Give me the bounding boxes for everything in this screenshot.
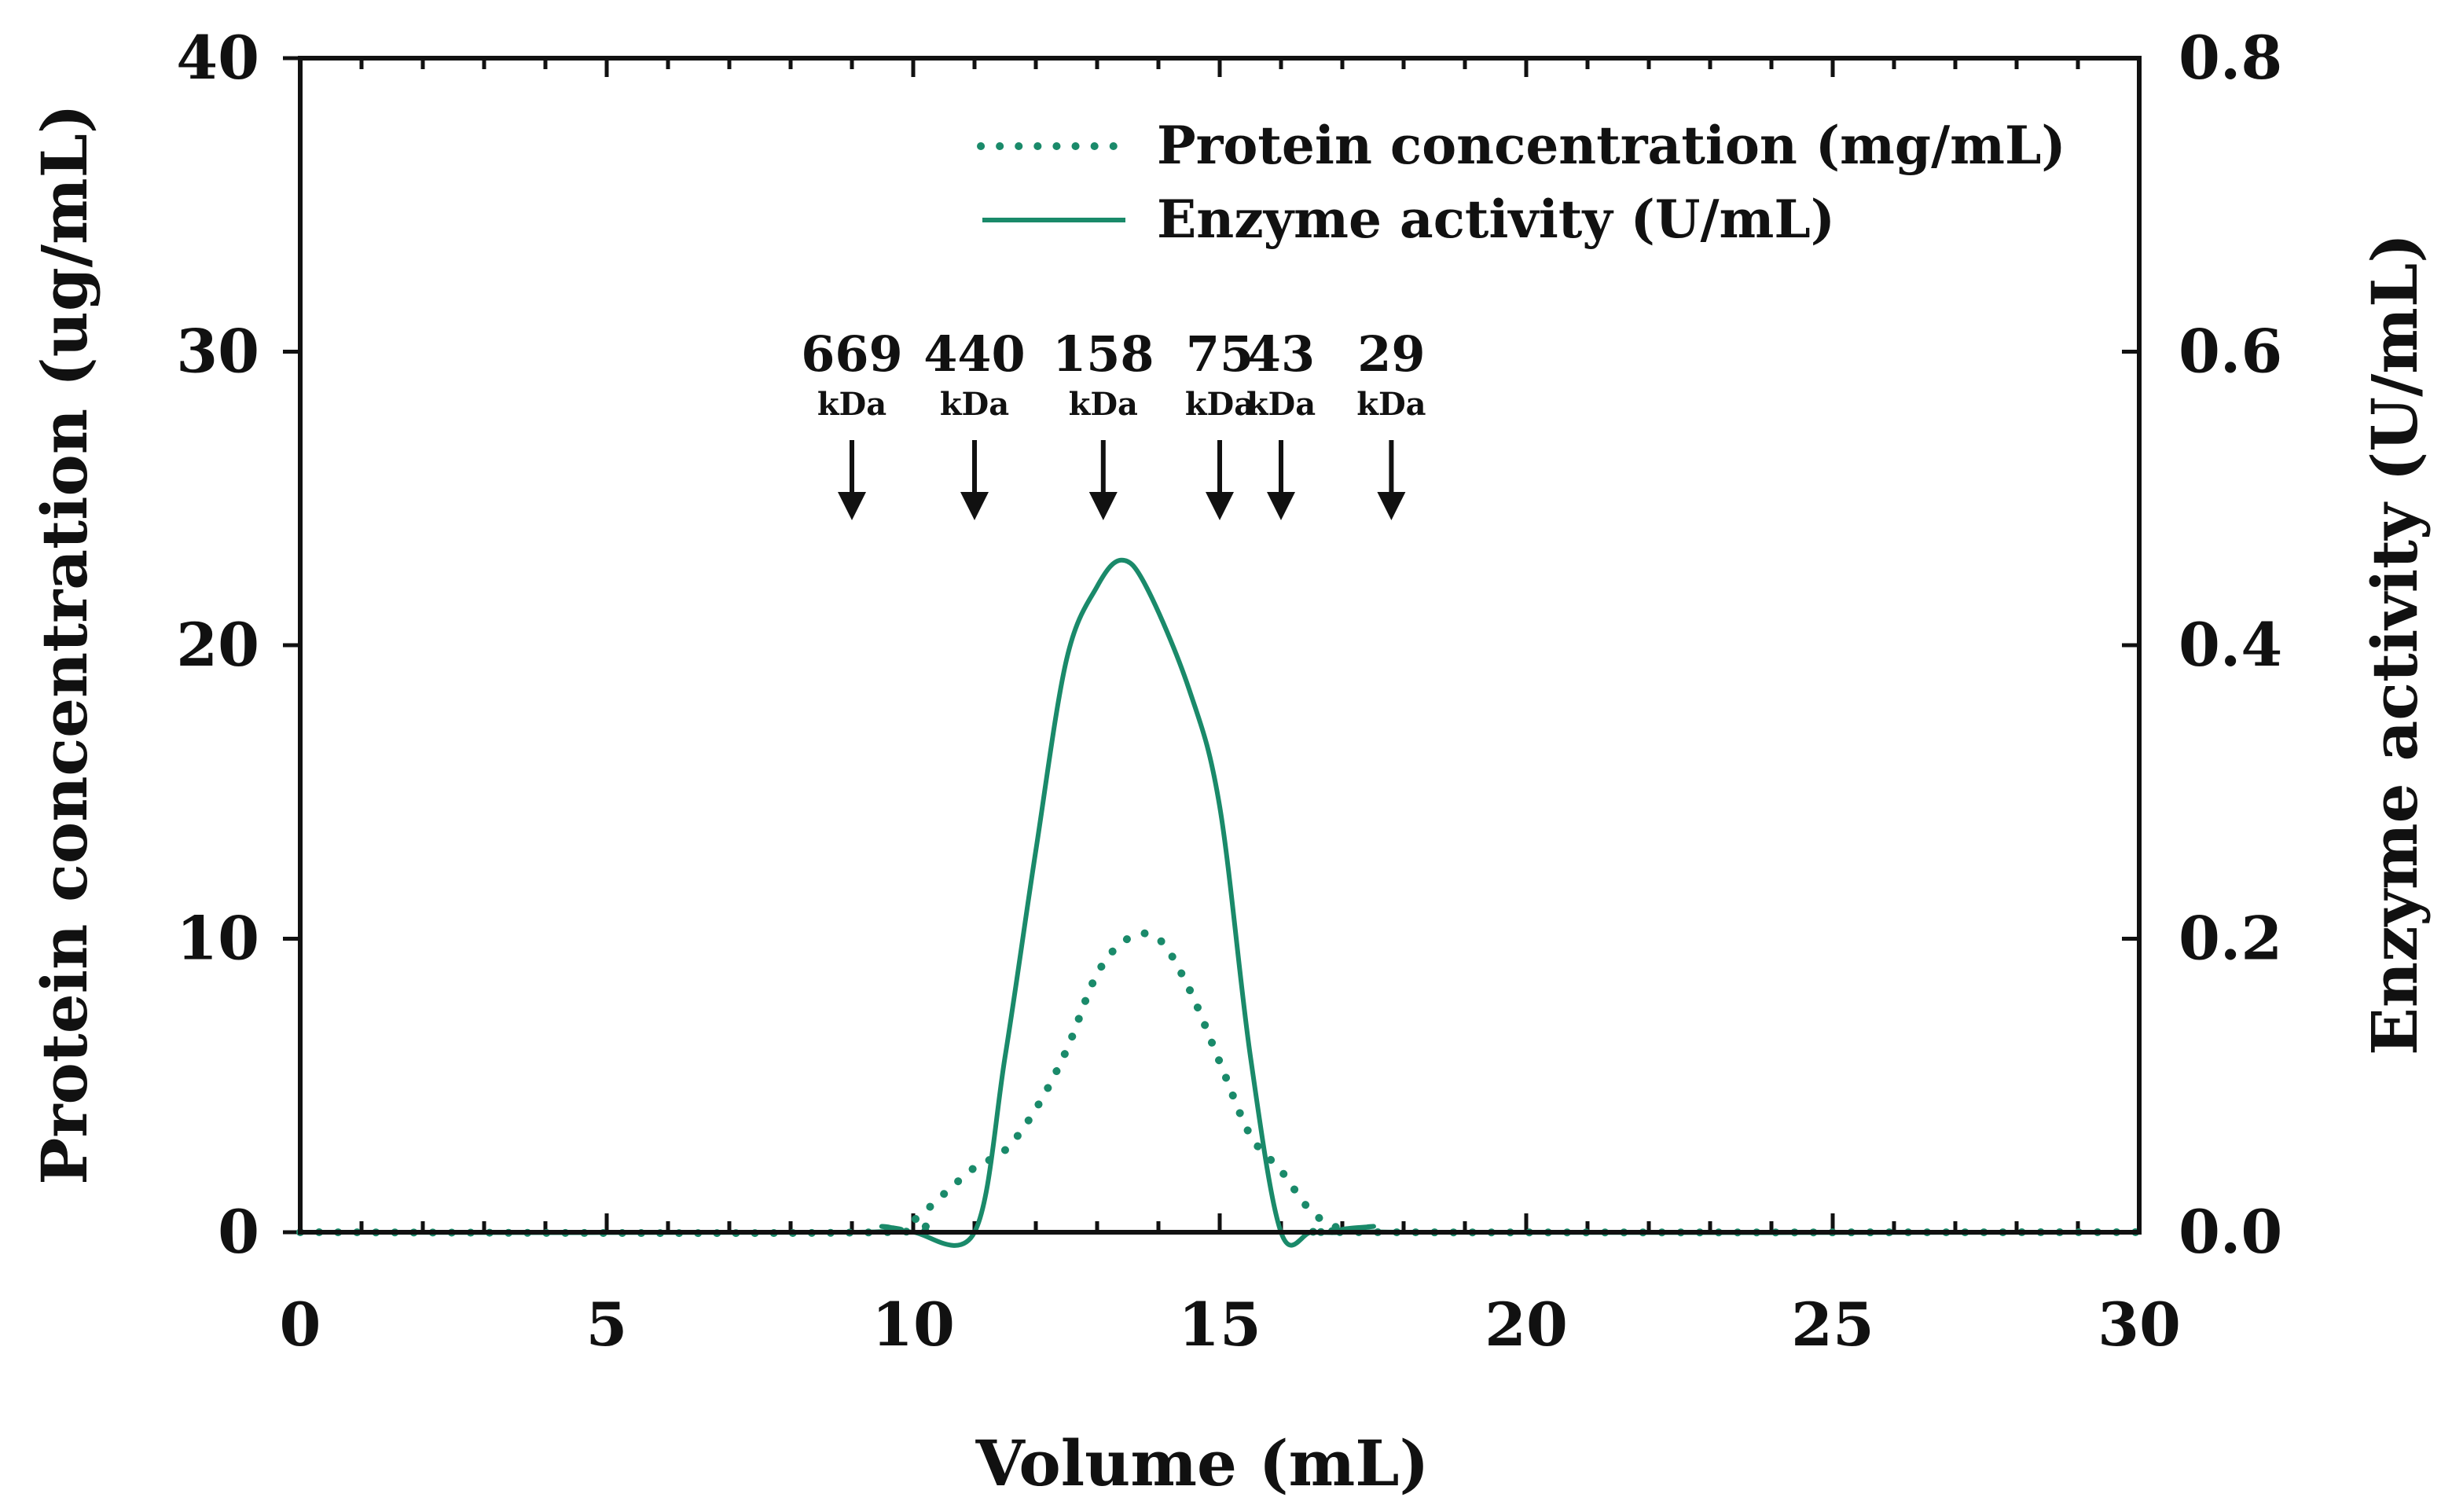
x-tick-label: 10 (872, 1290, 955, 1360)
down-arrow-icon (960, 492, 989, 520)
x-tick-label: 0 (280, 1290, 321, 1360)
right-y-tick-label: 0.2 (2179, 904, 2282, 974)
left-y-tick-label: 20 (176, 610, 259, 680)
left-y-axis-title: Protein concentration (ug/mL) (28, 104, 101, 1185)
x-tick-label: 15 (1178, 1290, 1261, 1360)
x-tick-label: 30 (2098, 1290, 2181, 1360)
marker-value-label: 75 (1186, 325, 1254, 383)
marker-unit-label: kDa (1185, 386, 1254, 423)
down-arrow-icon (1377, 492, 1406, 520)
right-y-tick-label: 0.0 (2179, 1197, 2282, 1267)
marker-value-label: 440 (923, 325, 1025, 383)
legend-label-protein-concentration: Protein concentration (mg/mL) (1157, 115, 2066, 176)
marker-unit-label: kDa (817, 386, 886, 423)
down-arrow-icon (1206, 492, 1234, 520)
x-axis-ticks: 0 5 10 15 20 25 30 (280, 58, 2181, 1360)
series-layer (296, 557, 2143, 1248)
plot-area-frame (298, 56, 2142, 1235)
x-tick-label: 20 (1485, 1290, 1568, 1360)
right-y-tick-label: 0.8 (2179, 23, 2282, 93)
marker-unit-label: kDa (1069, 386, 1138, 423)
legend-label-enzyme-activity: Enzyme activity (U/mL) (1157, 189, 1835, 250)
legend: Protein concentration (mg/mL) Enzyme act… (977, 115, 2066, 250)
marker-value-label: 669 (801, 325, 902, 383)
right-y-axis-ticks: 0.0 0.2 0.4 0.6 0.8 (2122, 23, 2282, 1267)
series-line-protein-concentration (296, 929, 2143, 1238)
series-line-enzyme-activity (299, 557, 2140, 1248)
x-tick-label: 5 (586, 1290, 628, 1360)
right-y-axis-title: Enzyme activity (U/mL) (2358, 233, 2432, 1055)
left-y-axis-ticks: 0 10 20 30 40 (176, 23, 300, 1267)
marker-value-label: 29 (1357, 325, 1425, 383)
down-arrow-icon (1267, 492, 1295, 520)
left-y-tick-label: 0 (218, 1197, 259, 1267)
right-y-tick-label: 0.6 (2179, 317, 2282, 387)
x-axis-title: Volume (mL) (975, 1426, 1430, 1500)
marker-unit-label: kDa (940, 386, 1009, 423)
down-arrow-icon (838, 492, 866, 520)
x-tick-label: 25 (1791, 1290, 1874, 1360)
marker-unit-label: kDa (1356, 386, 1426, 423)
marker-unit-label: kDa (1246, 386, 1316, 423)
left-y-tick-label: 30 (176, 317, 259, 387)
right-y-tick-label: 0.4 (2179, 610, 2282, 680)
left-y-tick-label: 10 (176, 904, 259, 974)
left-y-tick-label: 40 (176, 23, 259, 93)
down-arrow-icon (1088, 492, 1118, 520)
marker-value-label: 158 (1052, 325, 1154, 383)
marker-value-label: 43 (1247, 325, 1315, 383)
